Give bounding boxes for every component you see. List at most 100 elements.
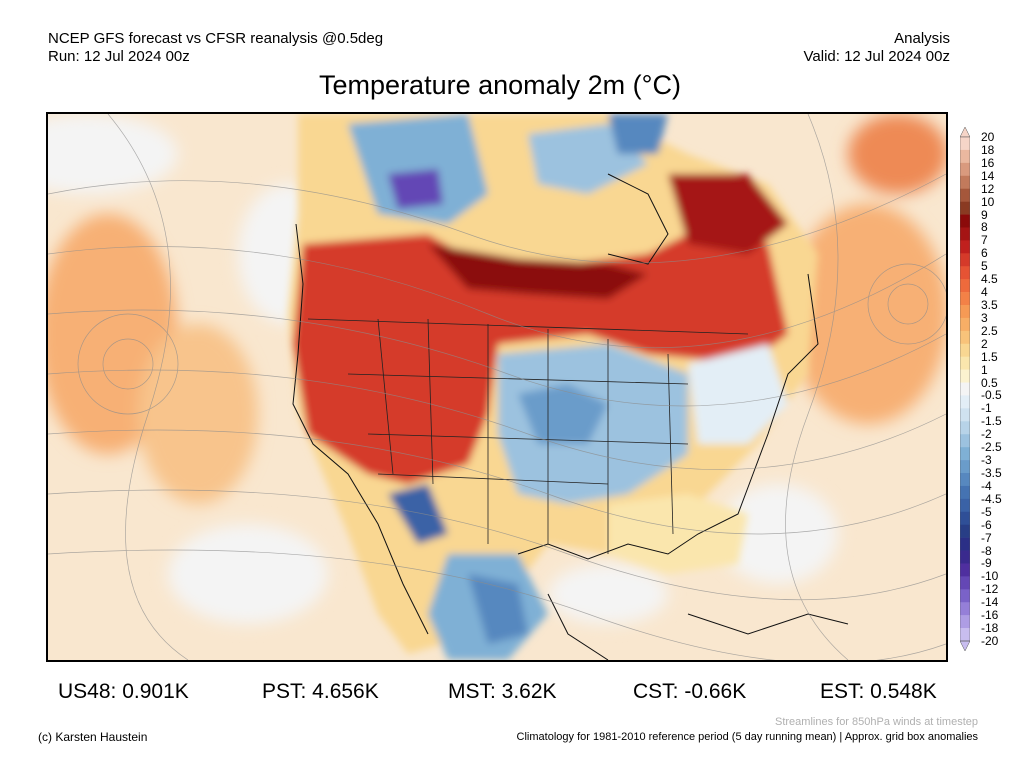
- credit: (c) Karsten Haustein: [38, 730, 148, 744]
- stat-us48: US48: 0.901K: [58, 680, 189, 703]
- colorbar-tick-label: 3.5: [981, 298, 998, 312]
- colorbar-tick-label: -6: [981, 517, 992, 532]
- colorbar-tick-label: 12: [981, 181, 995, 196]
- colorbar-swatch: [960, 382, 970, 396]
- colorbar-swatch: [960, 408, 970, 422]
- colorbar-swatch: [960, 279, 970, 293]
- wind-streamlines: [48, 114, 946, 660]
- analysis-label: Analysis: [894, 30, 950, 47]
- colorbar-tick-label: -10: [981, 569, 999, 584]
- stat-est: EST: 0.548K: [820, 680, 937, 703]
- model-description: NCEP GFS forecast vs CFSR reanalysis @0.…: [48, 30, 384, 47]
- colorbar-swatch: [960, 511, 970, 525]
- streamlines-note: Streamlines for 850hPa winds at timestep: [775, 716, 978, 728]
- colorbar-tick-label: 9: [981, 207, 988, 222]
- colorbar-swatch: [960, 434, 970, 448]
- colorbar-swatch: [960, 137, 970, 151]
- colorbar-tick-label: -20: [981, 634, 999, 648]
- colorbar-tick-label: 0.5: [981, 375, 998, 390]
- stat-pst: PST: 4.656K: [262, 680, 379, 703]
- colorbar-tick-label: -16: [981, 608, 999, 623]
- colorbar-swatch: [960, 201, 970, 215]
- colorbar-swatch: [960, 485, 970, 500]
- colorbar-tick-label: 7: [981, 233, 988, 248]
- colorbar-swatch: [960, 149, 970, 164]
- ocean-anomaly-field: [48, 114, 946, 624]
- stat-mst: MST: 3.62K: [448, 680, 557, 703]
- colorbar-tick-label: 5: [981, 259, 988, 274]
- colorbar-tick-label: -12: [981, 582, 999, 597]
- colorbar-swatch: [960, 447, 970, 461]
- colorbar-tick-label: 1.5: [981, 349, 998, 364]
- colorbar-tick-label: -3: [981, 453, 992, 468]
- colorbar-swatch: [960, 369, 970, 383]
- run-time: Run: 12 Jul 2024 00z: [48, 48, 190, 65]
- colorbar-swatch: [960, 628, 970, 642]
- colorbar-tick-label: 4: [981, 285, 988, 300]
- colorbar-swatch: [960, 615, 970, 629]
- colorbar-tick-label: 18: [981, 142, 995, 157]
- colorbar-tick-label: 14: [981, 168, 995, 183]
- colorbar-swatch: [960, 589, 970, 603]
- colorbar-tick-label: -1.5: [981, 414, 1002, 429]
- state-borders: [307, 318, 749, 554]
- colorbar-top-arrow: [960, 127, 970, 138]
- colorbar-tick-label: -1: [981, 401, 992, 416]
- colorbar-swatch: [960, 317, 970, 332]
- colorbar-swatch: [960, 421, 970, 435]
- map-svg: [48, 114, 946, 660]
- colorbar-tick-label: -8: [981, 543, 992, 558]
- colorbar-swatch: [960, 240, 970, 254]
- colorbar-swatch: [960, 356, 970, 370]
- header-left: NCEP GFS forecast vs CFSR reanalysis @0.…: [48, 30, 383, 66]
- colorbar: [960, 127, 970, 651]
- colorbar-swatch: [960, 175, 970, 189]
- colorbar-tick-label: 20: [981, 130, 995, 144]
- regional-stats: US48: 0.901K PST: 4.656K MST: 3.62K CST:…: [0, 680, 1024, 704]
- colorbar-tick-label: -2: [981, 427, 992, 442]
- colorbar-swatch: [960, 266, 970, 280]
- colorbar-swatch: [960, 330, 970, 345]
- colorbar-bottom-arrow: [960, 640, 970, 651]
- colorbar-swatch: [960, 460, 970, 474]
- colorbar-tick-label: -18: [981, 621, 999, 636]
- colorbar-swatch: [960, 214, 970, 228]
- stat-cst: CST: -0.66K: [633, 680, 747, 703]
- colorbar-swatch: [960, 602, 970, 616]
- colorbar-tick-label: -5: [981, 504, 992, 519]
- colorbar-swatch: [960, 563, 970, 577]
- coastlines: [292, 173, 849, 660]
- colorbar-swatch: [960, 395, 970, 409]
- colorbar-tick-label: -3.5: [981, 466, 1002, 480]
- colorbar-swatch: [960, 227, 970, 241]
- colorbar-swatch: [960, 253, 970, 267]
- header-right: Analysis Valid: 12 Jul 2024 00z: [804, 30, 951, 66]
- colorbar-swatch: [960, 305, 970, 319]
- valid-time: Valid: 12 Jul 2024 00z: [803, 48, 951, 65]
- climatology-note: Climatology for 1981-2010 reference peri…: [516, 731, 978, 743]
- colorbar-tick-label: 2: [981, 336, 988, 351]
- colorbar-swatch: [960, 537, 970, 551]
- colorbar-tick-label: -4.5: [981, 491, 1002, 506]
- colorbar-tick-label: -0.5: [981, 388, 1002, 403]
- colorbar-swatch: [960, 292, 970, 306]
- colorbar-tick-label: -9: [981, 556, 992, 571]
- colorbar-tick-label: 4.5: [981, 272, 998, 287]
- colorbar-tick-label: -14: [981, 595, 999, 610]
- colorbar-swatch: [960, 188, 970, 202]
- map-title: Temperature anomaly 2m (°C): [319, 70, 681, 100]
- colorbar-tick-label: -7: [981, 530, 992, 545]
- colorbar-tick-label: -2.5: [981, 440, 1002, 455]
- colorbar-tick-label: 6: [981, 246, 988, 261]
- colorbar-tick-label: 10: [981, 194, 995, 209]
- colorbar-tick-label: 1: [981, 362, 988, 377]
- colorbar-outline: [960, 136, 970, 642]
- colorbar-swatch: [960, 550, 970, 564]
- colorbar-swatch: [960, 473, 970, 487]
- colorbar-swatch: [960, 524, 970, 538]
- colorbar-tick-label: 3: [981, 310, 988, 325]
- land-anomaly-field: [288, 114, 818, 660]
- colorbar-swatch: [960, 576, 970, 590]
- colorbar-tick-label: -4: [981, 478, 992, 493]
- anomaly-map: [46, 112, 948, 662]
